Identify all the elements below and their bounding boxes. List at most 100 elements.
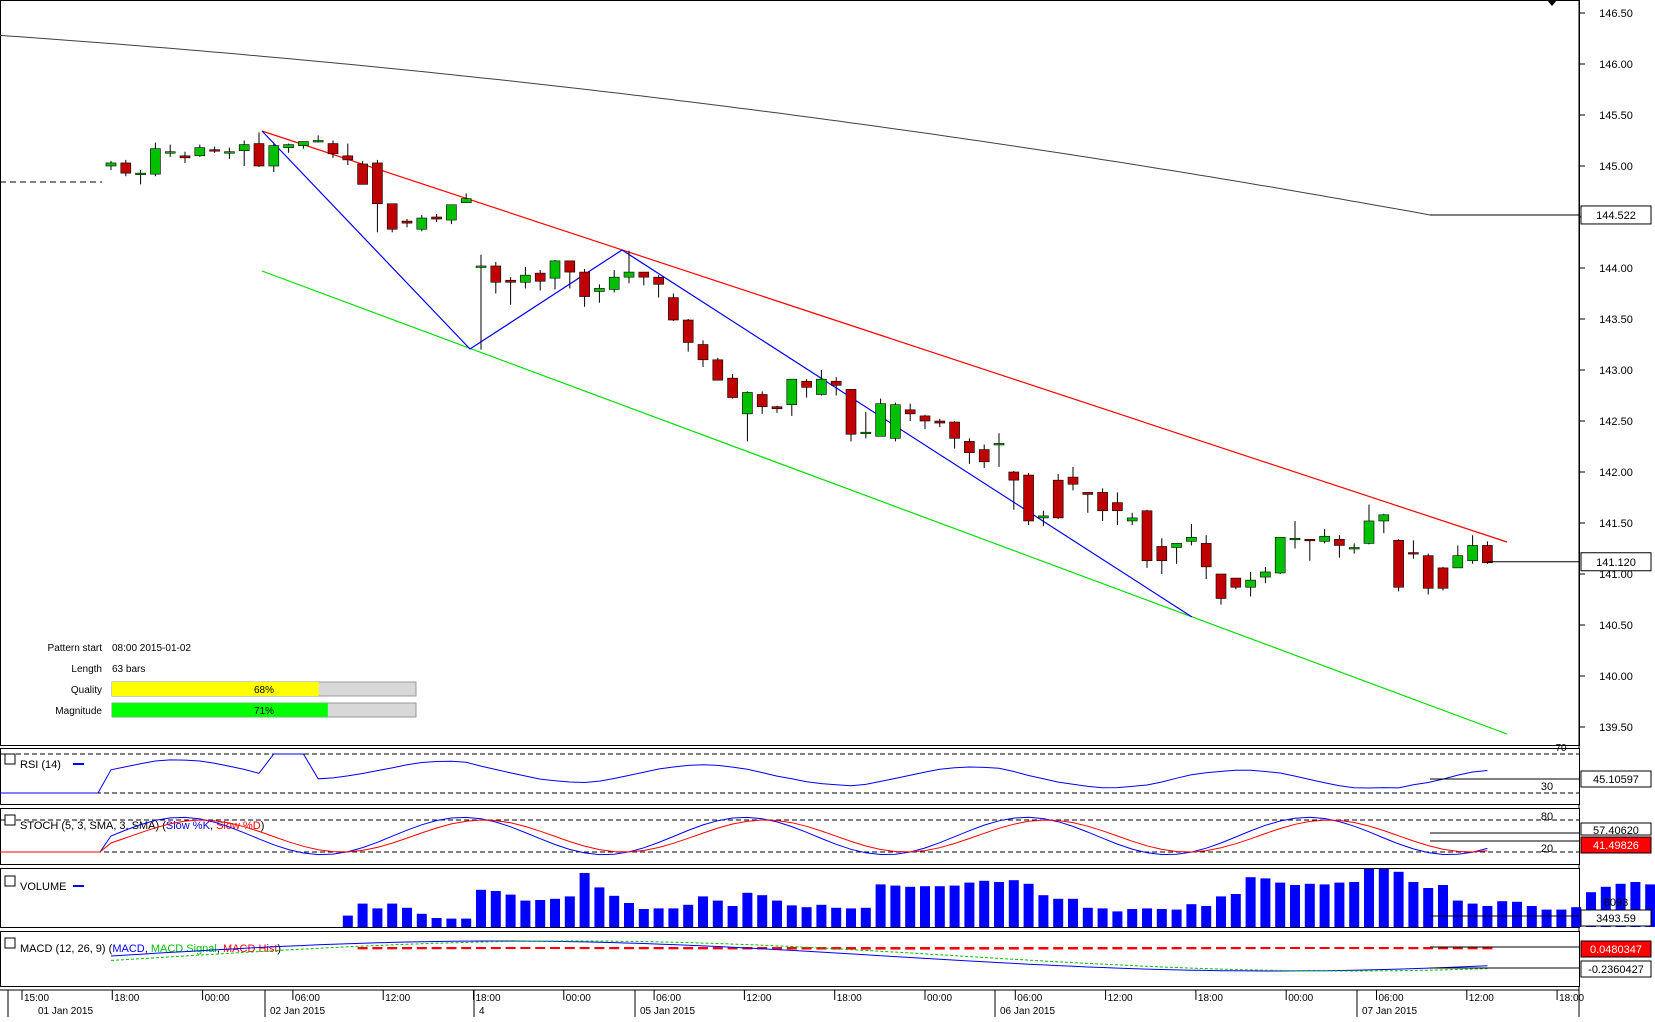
stoch-d-value: 41.49826 xyxy=(1593,840,1639,852)
volume-bar xyxy=(1320,884,1330,927)
macd-hist-bar xyxy=(654,947,664,949)
candle xyxy=(1053,474,1063,519)
candle xyxy=(1024,473,1034,525)
volume-bar xyxy=(831,908,841,927)
macd-hist-bar xyxy=(432,947,442,949)
macd-hist-bar xyxy=(639,947,649,949)
date-label: 02 Jan 2015 xyxy=(270,1006,325,1017)
volume-bar xyxy=(728,906,738,927)
volume-bar xyxy=(594,887,604,927)
candle xyxy=(358,161,368,184)
length-value: 63 bars xyxy=(112,664,145,675)
time-tick-label: 00:00 xyxy=(927,993,952,1004)
macd-label: MACD xyxy=(112,943,144,955)
candle xyxy=(1275,537,1285,574)
volume-bar xyxy=(1098,908,1108,927)
macd-panel: MACD (12, 26, 9) (MACD, MACD Signal, MAC… xyxy=(1,932,1652,987)
volume-bar xyxy=(1512,902,1522,927)
volume-bar xyxy=(506,895,516,927)
volume-bar xyxy=(920,886,930,927)
volume-bar xyxy=(1542,910,1552,927)
time-tick-label: 12:00 xyxy=(385,993,410,1004)
macd-hist-bar xyxy=(1305,947,1315,949)
volume-bar xyxy=(491,891,501,927)
macd-hist-bar xyxy=(683,947,693,949)
macd-close-icon[interactable] xyxy=(5,938,15,948)
macd-hist-bar xyxy=(1260,947,1270,949)
macd-hist-bar xyxy=(1364,947,1374,949)
macd-hist-bar xyxy=(580,947,590,949)
macd-hist-bar xyxy=(417,947,427,949)
volume-bar xyxy=(787,905,797,927)
volume-bar xyxy=(1127,909,1137,927)
macd-hist-bar xyxy=(506,947,516,949)
macd-hist-bar xyxy=(402,947,412,949)
volume-bar xyxy=(816,905,826,927)
rsi-level-low-label: 30 xyxy=(1541,781,1553,793)
macd-hist-bar xyxy=(861,947,871,950)
macd-hist-bar xyxy=(1053,947,1063,950)
volume-bar xyxy=(1468,904,1478,927)
stoch-k-label: Slow %K xyxy=(166,820,211,832)
time-tick-label: 18:00 xyxy=(837,993,862,1004)
macd-hist-bar xyxy=(994,947,1004,950)
macd-hist-bar xyxy=(358,947,368,949)
candle xyxy=(668,294,678,322)
volume-bar xyxy=(1112,911,1122,927)
date-label: 01 Jan 2015 xyxy=(38,1006,93,1017)
volume-bar xyxy=(1364,869,1374,927)
macd-hist-bar xyxy=(950,947,960,950)
time-tick-label: 18:00 xyxy=(476,993,501,1004)
macd-hist-bar xyxy=(698,947,708,949)
candle xyxy=(1394,539,1404,591)
time-tick-label: 12:00 xyxy=(746,993,771,1004)
macd-hist-bar xyxy=(979,947,989,950)
price-tick-label: 143.00 xyxy=(1599,365,1633,377)
time-tick-label: 18:00 xyxy=(114,993,139,1004)
price-tick-label: 146.50 xyxy=(1599,8,1633,20)
time-tick-label: 00:00 xyxy=(1288,993,1313,1004)
macd-hist-bar xyxy=(1083,947,1093,949)
volume-bar xyxy=(550,899,560,927)
macd-hist-bar xyxy=(1127,947,1137,949)
macd-hist-bar xyxy=(890,947,900,950)
volume-bar xyxy=(1497,901,1507,927)
time-tick-label: 00:00 xyxy=(566,993,591,1004)
volume-bar xyxy=(876,884,886,927)
price-tick-label: 143.50 xyxy=(1599,314,1633,326)
stoch-close-icon[interactable] xyxy=(5,815,15,825)
macd-hist-bar xyxy=(668,947,678,949)
length-label: Length xyxy=(71,664,102,675)
volume-bar xyxy=(520,901,530,927)
volume-bar xyxy=(580,873,590,927)
macd-hist-bar xyxy=(1157,947,1167,949)
time-tick-label: 12:00 xyxy=(1469,993,1494,1004)
price-panel xyxy=(1,1,1580,746)
rsi-close-icon[interactable] xyxy=(5,754,15,764)
macd-hist-value: 0.0480347 xyxy=(1590,944,1642,956)
date-label: 07 Jan 2015 xyxy=(1362,1006,1417,1017)
candle xyxy=(1423,554,1433,595)
volume-bar xyxy=(1290,885,1300,927)
stoch-title: STOCH (5, 3, SMA, 3, SMA) xyxy=(20,820,159,832)
volume-bar xyxy=(1438,885,1448,927)
time-tick-label: 18:00 xyxy=(1559,993,1584,1004)
volume-bar xyxy=(713,901,723,927)
volume-bar xyxy=(1053,899,1063,927)
volume-bar xyxy=(1394,872,1404,927)
volume-close-icon[interactable] xyxy=(5,876,15,886)
volume-bar xyxy=(432,918,442,927)
date-label: 06 Jan 2015 xyxy=(1000,1006,1055,1017)
price-axis: 139.50140.00140.50141.00141.50142.00142.… xyxy=(1579,8,1633,734)
macd-hist-bar xyxy=(387,947,397,949)
volume-bar xyxy=(1216,896,1226,927)
macd-hist-bar xyxy=(1408,947,1418,949)
volume-bar xyxy=(1349,882,1359,927)
volume-bar xyxy=(535,900,545,927)
price-tick-label: 145.00 xyxy=(1599,161,1633,173)
candle xyxy=(876,399,886,437)
volume-bar xyxy=(1571,907,1581,927)
stoch-panel: STOCH (5, 3, SMA, 3, SMA) (Slow %K, Slow… xyxy=(0,809,1651,865)
volume-bar xyxy=(372,908,382,927)
